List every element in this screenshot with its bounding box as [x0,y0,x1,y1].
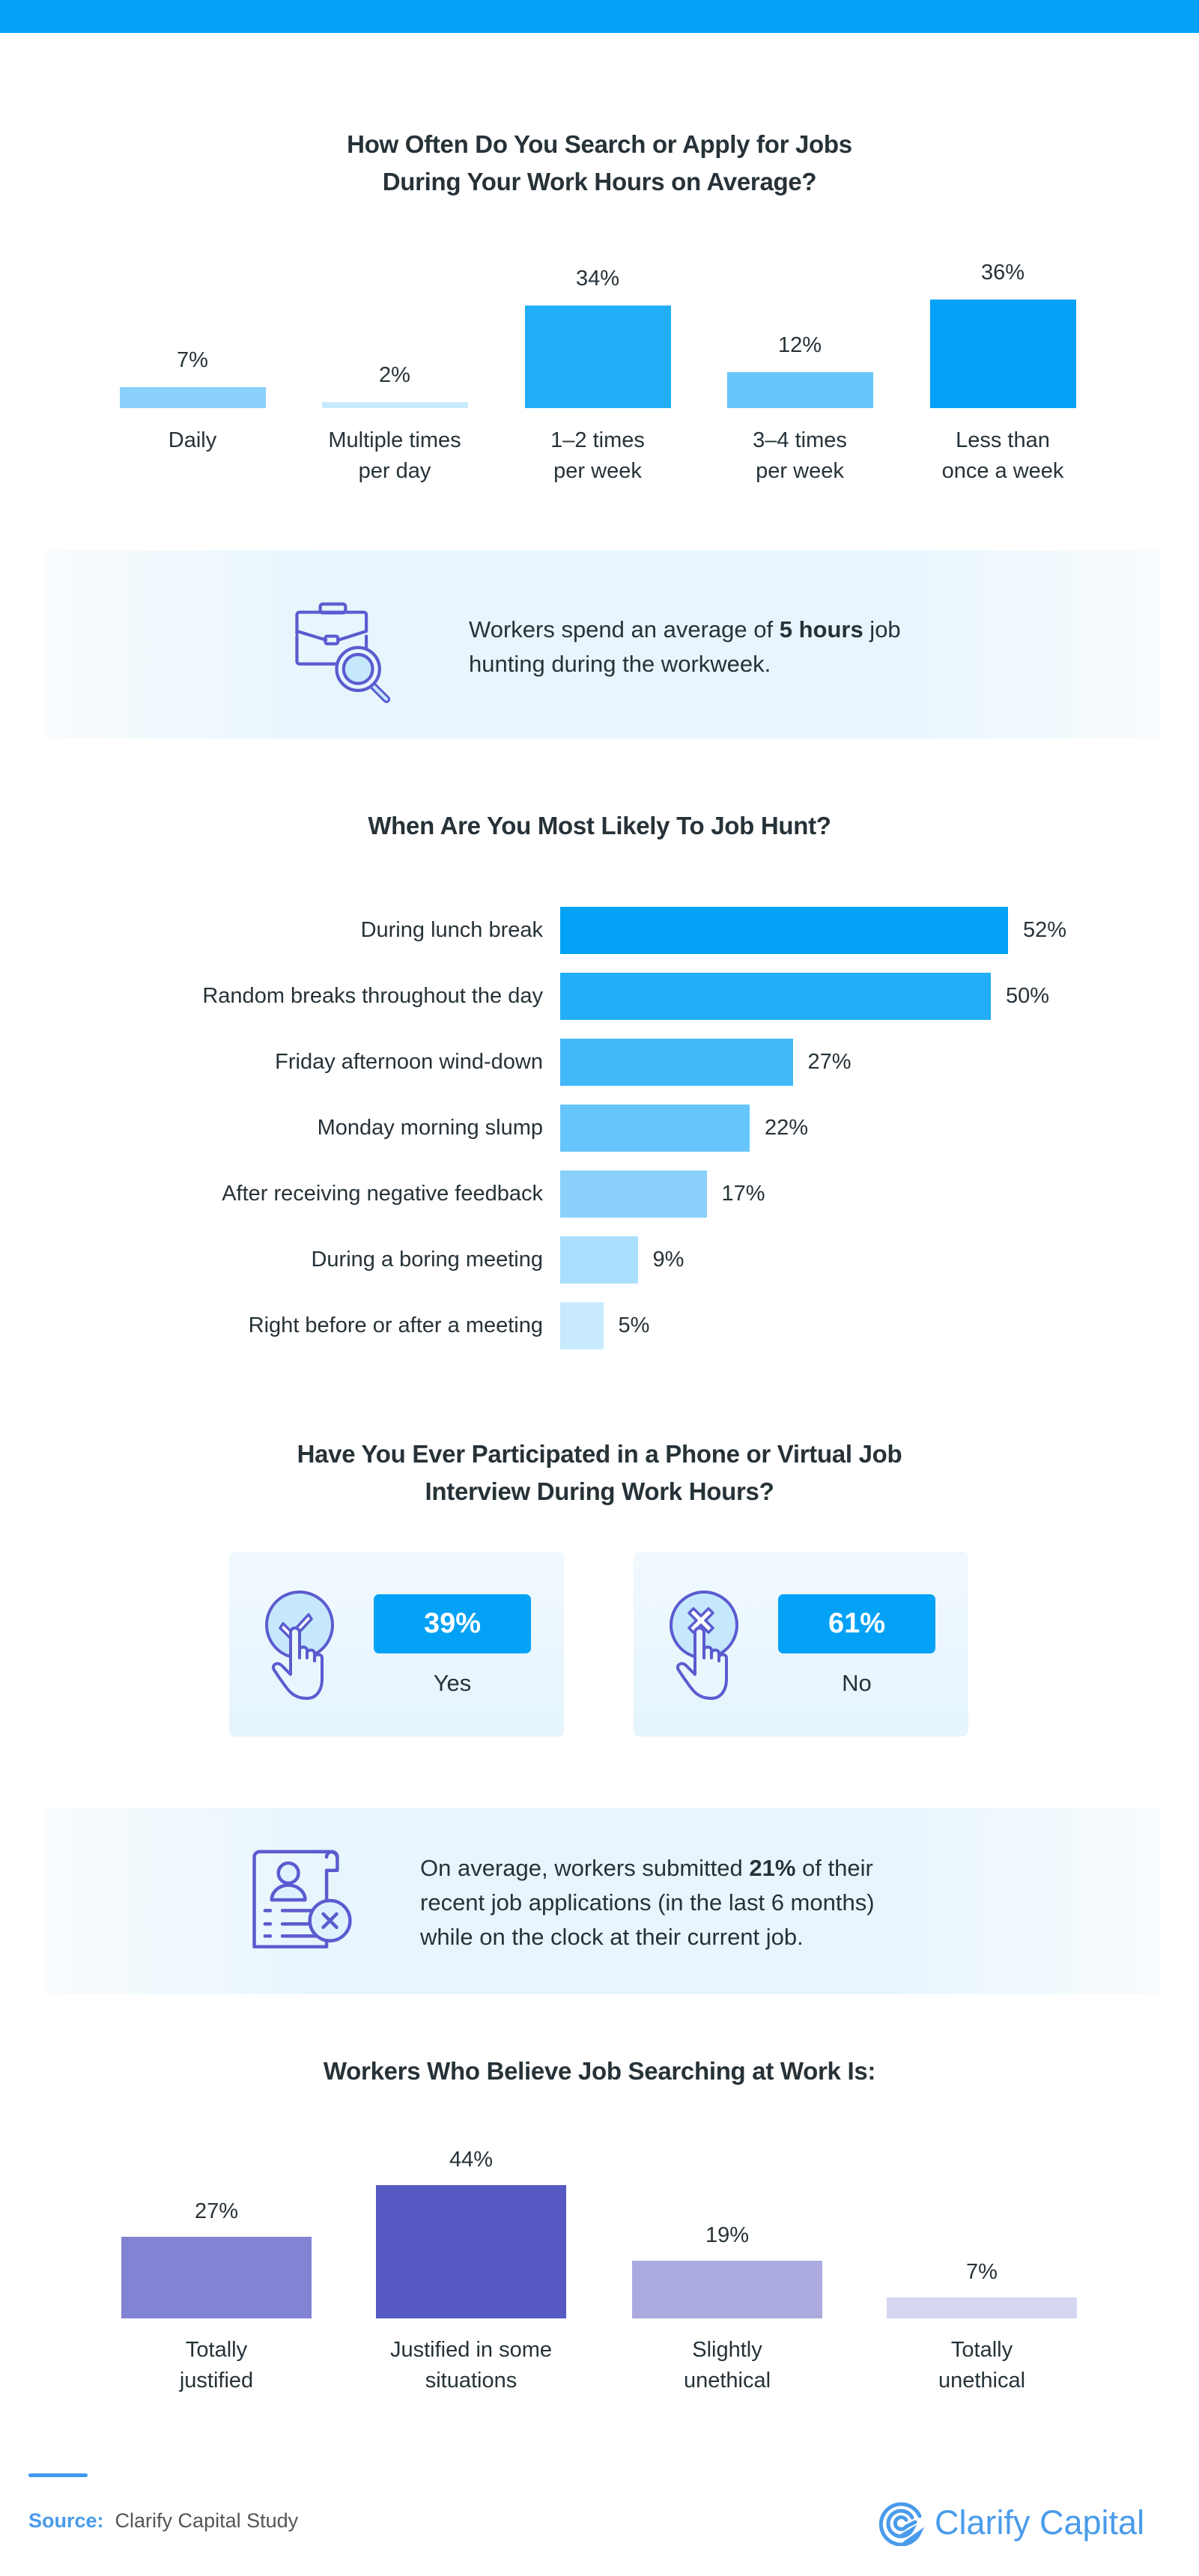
chart2-title: When Are You Most Likely To Job Hunt? [368,812,831,839]
chart1-title: How Often Do You Search or Apply for Job… [347,130,852,195]
bar-value-label: 52% [1023,918,1067,942]
category-label: Multiple times per day [328,428,461,483]
row-label: During a boring meeting [311,1248,543,1272]
bar [119,386,266,408]
category-label: Justified in some situations [390,2338,552,2393]
category-label: Totally unethical [938,2338,1026,2393]
bar [560,1170,707,1218]
resume-rejected-icon [252,1850,352,1948]
bar-value-label: 5% [618,1313,650,1337]
category-label: 3–4 times per week [753,428,847,483]
bar [560,1236,638,1284]
bar-value-label: 7% [177,347,208,372]
clarify-logo-icon [878,2502,924,2546]
bar [560,1039,793,1086]
bar [524,305,671,408]
bar [560,907,1008,954]
bar [726,371,873,408]
category-label: Slightly unethical [683,2338,771,2393]
bar [560,973,991,1020]
bar [887,2297,1077,2318]
check-tap-icon [265,1591,334,1700]
row-label: During lunch break [360,918,543,942]
category-label: Daily [168,428,217,452]
row-label: Friday afternoon wind-down [275,1050,543,1074]
top-accent-bar [0,0,1199,33]
bar [560,1105,750,1152]
category-label: Less than once a week [941,428,1064,483]
hours-callout: Workers spend an average of 5 hours job … [44,550,1161,738]
x-tap-icon [670,1591,738,1700]
bar-value-label: 36% [980,260,1025,285]
bar-value-label: 34% [575,266,620,291]
bar [632,2261,822,2318]
clarify-capital-logo: Clarify Capital [878,2499,1144,2547]
bar-value-label: 2% [379,362,410,387]
yes-percent-badge: 39% [374,1594,531,1653]
bar [376,2184,566,2318]
bar-value-label: 17% [721,1182,765,1206]
chart4-title: Workers Who Believe Job Searching at Wor… [323,2057,876,2085]
bar-value-label: 22% [765,1116,809,1140]
interview-no-card: 61% No [634,1552,968,1737]
bar-value-label: 12% [777,332,822,357]
bar [560,1302,604,1349]
bar-value-label: 27% [194,2199,239,2223]
row-label: After receiving negative feedback [222,1182,543,1206]
bar [929,299,1076,408]
row-label: Monday morning slump [317,1116,543,1140]
bar-value-label: 7% [966,2259,998,2284]
interview-yes-card: 39% Yes [229,1552,564,1737]
bar-value-label: 27% [807,1050,852,1074]
bar-value-label: 44% [449,2147,494,2172]
applications-callout: On average, workers submitted 21% of the… [44,1808,1161,1994]
footer-divider [28,2473,88,2477]
source-note: Source: Clarify Capital Study [28,2509,299,2532]
yes-label: Yes [433,1670,472,1696]
briefcase-search-icon [295,602,391,703]
row-label: Right before or after a meeting [248,1313,543,1337]
bar-value-label: 9% [652,1248,685,1272]
row-label: Random breaks throughout the day [202,984,543,1008]
bar [121,2236,312,2318]
bar-value-label: 50% [1006,984,1050,1008]
category-label: Totally justified [179,2338,254,2393]
logo-text: Clarify Capital [935,2503,1145,2542]
bar [321,401,468,408]
applications-callout-text: On average, workers submitted 21% of the… [420,1855,875,1950]
hours-callout-text: Workers spend an average of 5 hours job … [469,616,901,677]
no-percent-badge: 61% [778,1594,935,1653]
no-label: No [842,1670,872,1696]
chart3-title: Have You Ever Participated in a Phone or… [297,1440,902,1505]
category-label: 1–2 times per week [550,428,645,483]
bar-value-label: 19% [705,2223,750,2248]
